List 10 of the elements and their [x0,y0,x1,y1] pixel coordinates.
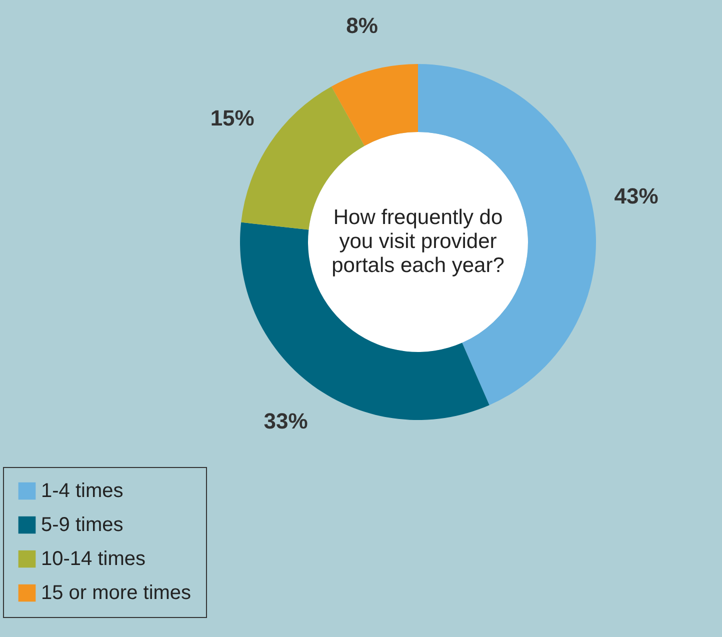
legend-label: 1-4 times [41,480,124,502]
data-label: 8% [346,13,378,38]
data-label: 43% [614,183,658,208]
data-label: 33% [264,408,308,434]
data-label: 15% [210,105,254,130]
text: How frequently do you visit provider portals each year? [332,206,504,277]
legend-label: 5-9 times [41,514,124,536]
donut-slice [331,64,418,146]
legend-label: 10-14 times [41,548,146,570]
legend-label: 15 or more times [41,582,192,604]
